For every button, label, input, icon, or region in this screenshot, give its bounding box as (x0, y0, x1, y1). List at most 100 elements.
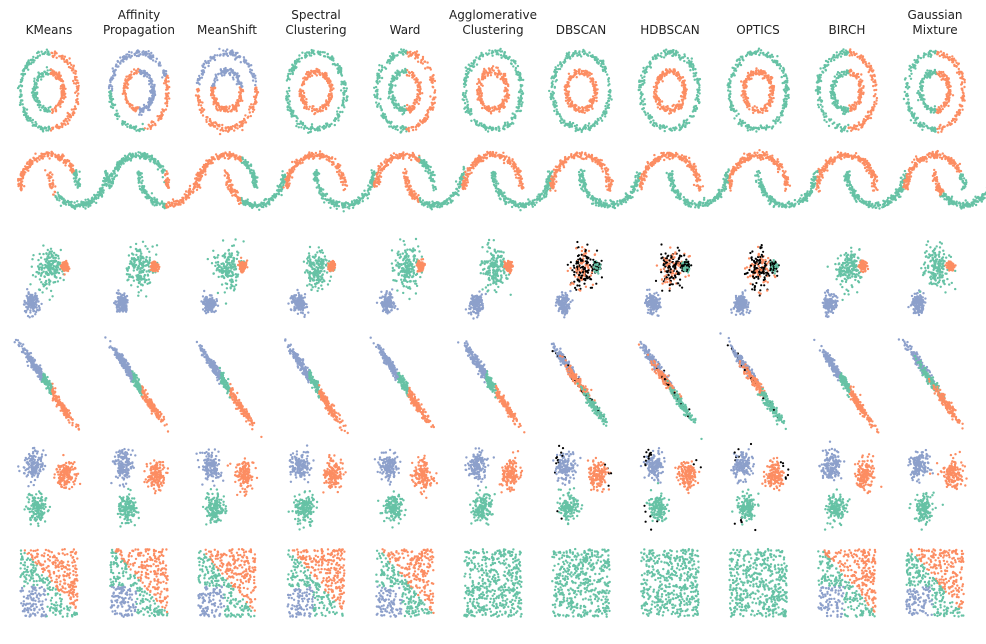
point (743, 91, 745, 93)
point (331, 57, 333, 59)
point (127, 78, 129, 80)
point (696, 82, 698, 84)
point (496, 53, 498, 55)
point (603, 111, 605, 113)
point (754, 105, 756, 107)
point (495, 127, 497, 129)
point (26, 118, 28, 120)
point (657, 106, 659, 108)
point (654, 55, 656, 57)
point (233, 74, 235, 76)
point (63, 61, 65, 63)
point (682, 80, 684, 82)
point (741, 56, 743, 58)
point (138, 55, 140, 57)
point (694, 72, 696, 74)
point (201, 65, 203, 67)
point (298, 58, 300, 60)
point (135, 125, 137, 127)
point (594, 90, 596, 92)
point (215, 107, 217, 109)
point (748, 125, 750, 127)
point (843, 71, 845, 73)
point (415, 128, 417, 130)
point (376, 105, 378, 107)
point (414, 81, 416, 83)
point (691, 57, 693, 59)
point (33, 78, 35, 80)
point (77, 93, 79, 95)
point (287, 77, 289, 79)
point (134, 54, 136, 56)
point (596, 60, 598, 62)
point (833, 80, 835, 82)
point (416, 124, 418, 126)
point (910, 107, 912, 109)
point (64, 119, 66, 121)
point (787, 94, 789, 96)
point (697, 98, 699, 100)
point (286, 95, 288, 97)
point (858, 76, 860, 78)
point (41, 74, 43, 76)
point (568, 105, 570, 107)
point (222, 106, 224, 108)
point (301, 57, 303, 59)
point (61, 90, 63, 92)
point (679, 127, 681, 129)
point (22, 70, 24, 72)
point (762, 71, 764, 73)
point (73, 82, 75, 84)
point (480, 122, 482, 124)
point (756, 127, 758, 129)
point (37, 51, 39, 53)
point (416, 50, 418, 52)
point (228, 129, 230, 131)
point (404, 69, 406, 71)
point (729, 99, 731, 101)
point (491, 67, 493, 69)
point (429, 95, 431, 97)
point (288, 103, 290, 105)
point (412, 52, 414, 54)
point (46, 109, 48, 111)
point (55, 74, 57, 76)
point (490, 127, 492, 129)
point (301, 52, 303, 54)
point (755, 72, 757, 74)
point (738, 63, 740, 65)
point (728, 95, 730, 97)
point (856, 56, 858, 58)
point (845, 71, 847, 73)
point (827, 61, 829, 63)
point (760, 49, 762, 51)
point (820, 108, 822, 110)
point (428, 107, 430, 109)
point (236, 72, 238, 74)
point (697, 95, 699, 97)
point (742, 96, 744, 98)
point (235, 76, 237, 78)
point (640, 74, 642, 76)
point (679, 79, 681, 81)
point (581, 106, 583, 108)
point (41, 53, 43, 55)
point (745, 55, 747, 57)
point (66, 61, 68, 63)
point (958, 68, 960, 70)
point (287, 73, 289, 75)
point (465, 92, 467, 94)
point (822, 67, 824, 69)
point (678, 76, 680, 78)
point (481, 78, 483, 80)
point (686, 119, 688, 121)
point (867, 111, 869, 113)
point (136, 71, 138, 73)
point (208, 62, 210, 64)
point (820, 99, 822, 101)
point (506, 100, 508, 102)
point (750, 52, 752, 54)
point (683, 95, 685, 97)
point (653, 95, 655, 97)
point (742, 120, 744, 122)
